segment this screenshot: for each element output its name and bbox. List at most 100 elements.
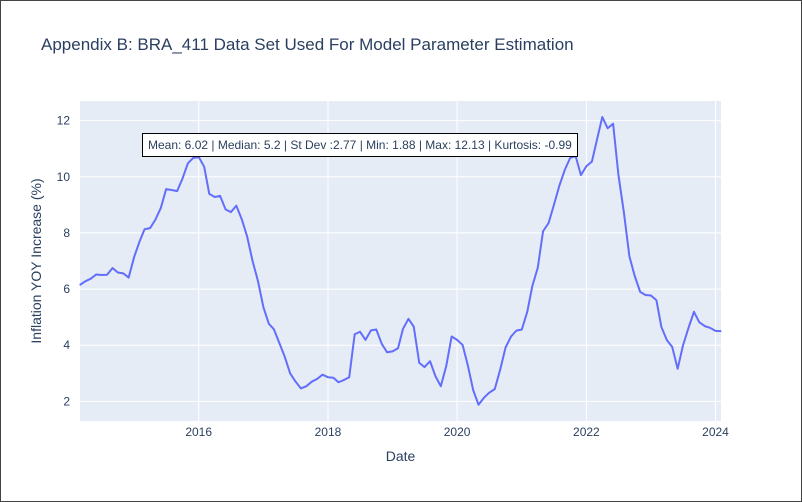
data-point bbox=[160, 207, 162, 209]
data-point bbox=[553, 204, 555, 206]
data-point bbox=[402, 328, 404, 330]
data-point bbox=[294, 380, 297, 383]
data-point bbox=[612, 123, 614, 125]
data-point bbox=[143, 228, 146, 230]
data-point bbox=[494, 388, 496, 390]
stats-annotation: Mean: 6.02 | Median: 5.2 | St Dev :2.77 … bbox=[142, 133, 578, 157]
data-point bbox=[176, 190, 178, 192]
gridlines bbox=[80, 101, 721, 421]
chart-title: Appendix B: BRA_411 Data Set Used For Mo… bbox=[41, 35, 574, 54]
data-point bbox=[95, 273, 97, 276]
data-point bbox=[429, 360, 431, 362]
data-point bbox=[704, 325, 706, 327]
data-points bbox=[79, 116, 722, 406]
data-point bbox=[262, 306, 265, 308]
data-point bbox=[682, 344, 684, 347]
data-point bbox=[423, 366, 426, 368]
y-tick-label: 6 bbox=[63, 282, 70, 296]
data-point bbox=[332, 377, 335, 379]
x-axis-title: Date bbox=[386, 448, 416, 464]
data-point bbox=[440, 385, 442, 387]
data-point bbox=[284, 355, 286, 358]
x-tick-label: 2020 bbox=[444, 425, 471, 439]
data-point bbox=[311, 381, 313, 383]
data-point bbox=[445, 365, 447, 367]
data-point bbox=[230, 211, 232, 213]
data-point bbox=[214, 196, 216, 198]
data-point bbox=[720, 330, 722, 332]
data-point bbox=[569, 157, 571, 159]
y-axis-title: Inflation YOY Increase (%) bbox=[28, 178, 44, 343]
data-point bbox=[477, 404, 480, 406]
data-point bbox=[359, 331, 361, 333]
data-point bbox=[181, 178, 184, 180]
y-tick-label: 2 bbox=[63, 394, 70, 408]
data-point bbox=[224, 208, 227, 210]
data-point bbox=[316, 378, 318, 380]
data-point bbox=[241, 218, 243, 221]
data-point bbox=[407, 318, 410, 320]
data-point bbox=[289, 372, 291, 374]
y-tick-label: 8 bbox=[63, 226, 70, 240]
data-point bbox=[139, 240, 141, 242]
data-point bbox=[171, 189, 173, 191]
data-point bbox=[354, 333, 356, 335]
data-point bbox=[585, 165, 587, 167]
data-point bbox=[100, 274, 103, 276]
data-point bbox=[364, 339, 367, 341]
data-point bbox=[531, 285, 533, 287]
data-point bbox=[397, 347, 399, 349]
data-point bbox=[300, 387, 302, 390]
data-point bbox=[434, 375, 437, 377]
data-point bbox=[472, 389, 474, 391]
data-point bbox=[558, 185, 560, 187]
x-axis-ticks: 2016 2018 2020 2022 2024 bbox=[185, 425, 729, 439]
data-point bbox=[671, 346, 673, 348]
data-point bbox=[634, 275, 636, 277]
data-point bbox=[192, 157, 194, 159]
data-point bbox=[467, 364, 469, 366]
data-point bbox=[451, 335, 453, 338]
data-point bbox=[219, 195, 221, 197]
x-tick-label: 2022 bbox=[573, 425, 600, 439]
y-tick-label: 10 bbox=[57, 170, 71, 184]
data-point bbox=[305, 385, 308, 387]
data-point bbox=[90, 278, 92, 280]
data-point bbox=[687, 327, 690, 329]
data-point bbox=[639, 291, 641, 293]
data-point bbox=[418, 362, 420, 364]
data-point bbox=[128, 276, 130, 279]
data-point bbox=[510, 335, 512, 338]
data-point bbox=[122, 272, 124, 274]
data-point bbox=[208, 193, 210, 195]
data-point bbox=[117, 271, 119, 274]
x-tick-label: 2018 bbox=[315, 425, 342, 439]
data-point bbox=[677, 368, 679, 370]
data-point bbox=[187, 162, 189, 164]
data-point bbox=[580, 174, 582, 176]
data-point bbox=[537, 267, 539, 269]
data-point bbox=[461, 344, 464, 346]
data-point bbox=[375, 328, 377, 331]
data-point bbox=[650, 294, 652, 297]
inflation-series-line bbox=[79, 116, 722, 406]
data-point bbox=[246, 235, 248, 238]
data-point bbox=[386, 351, 388, 353]
data-point bbox=[499, 368, 501, 370]
x-tick-label: 2016 bbox=[185, 425, 212, 439]
data-point bbox=[381, 343, 383, 345]
data-point bbox=[607, 127, 609, 129]
x-tick-label: 2024 bbox=[702, 425, 729, 439]
data-point bbox=[268, 323, 270, 325]
data-point bbox=[547, 222, 550, 224]
data-point bbox=[591, 161, 593, 163]
data-point bbox=[714, 330, 717, 332]
data-point bbox=[623, 211, 625, 214]
data-point bbox=[337, 381, 340, 383]
data-point bbox=[601, 116, 603, 118]
data-point bbox=[154, 219, 156, 221]
data-point bbox=[526, 310, 528, 313]
data-point bbox=[488, 392, 490, 394]
y-axis-ticks: 2 4 6 8 10 12 bbox=[57, 114, 71, 409]
